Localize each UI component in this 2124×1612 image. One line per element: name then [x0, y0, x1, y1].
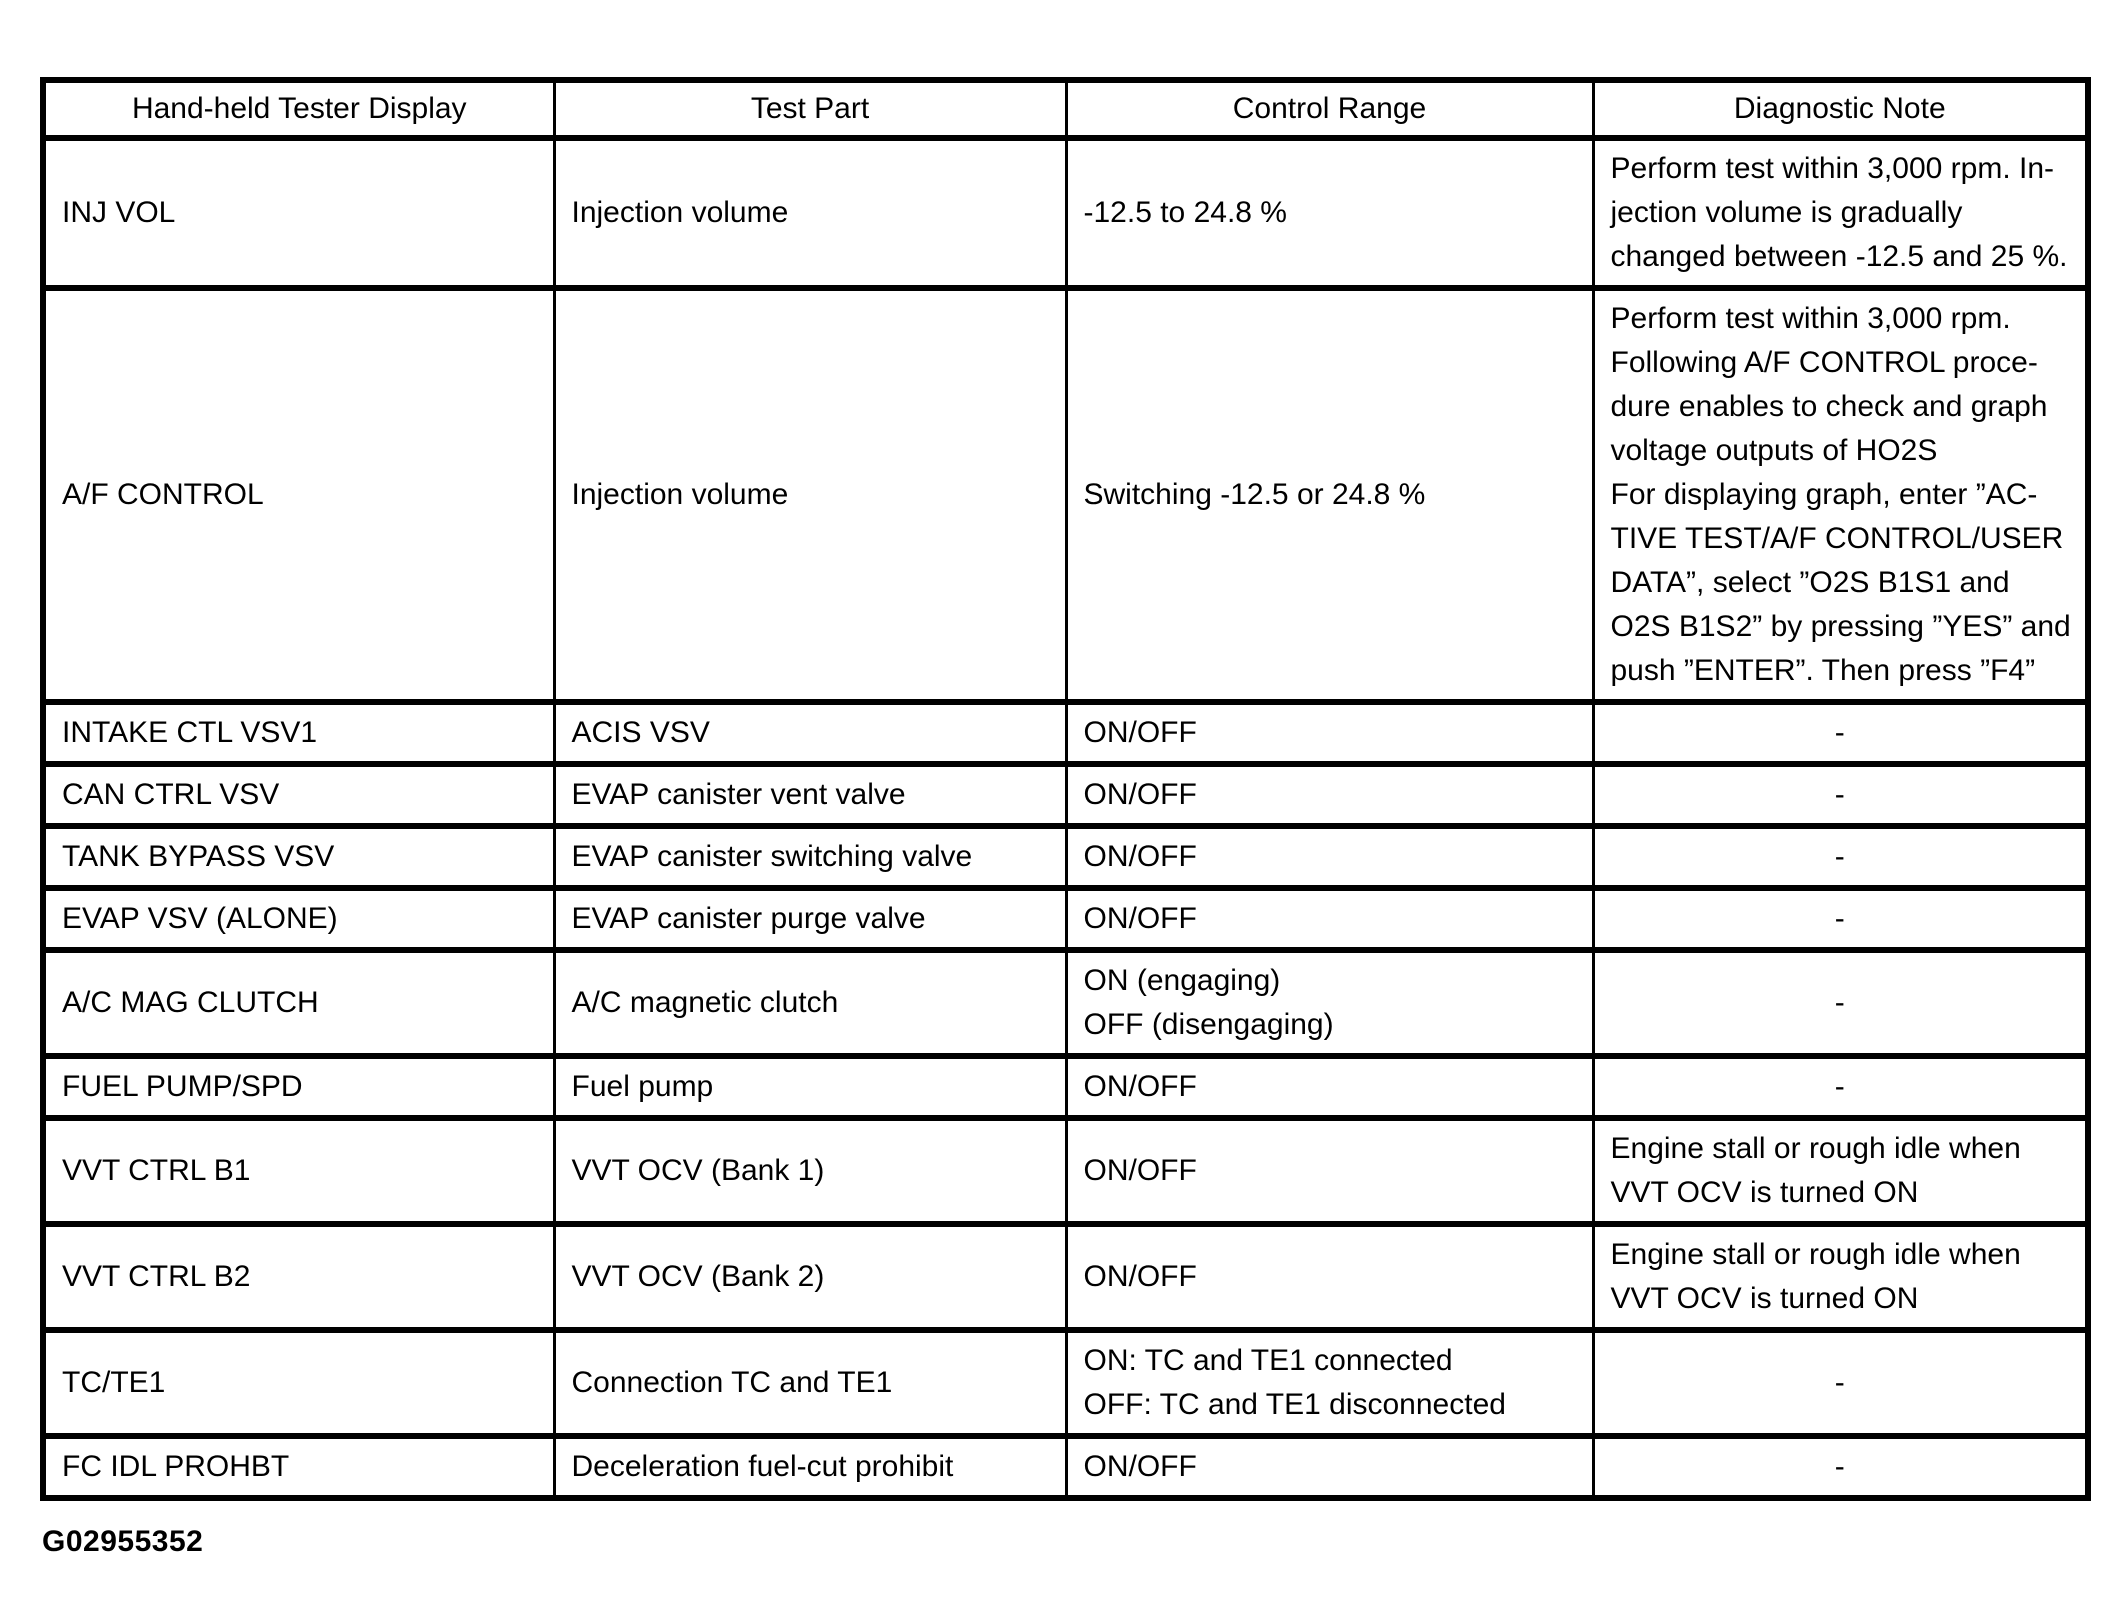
table-cell: Engine stall or rough idle when VVT OCV …: [1591, 1115, 2090, 1227]
table-cell: ON/OFF: [1064, 699, 1595, 767]
table-row: A/C MAG CLUTCH A/C magnetic clutch ON (eng…: [41, 947, 2090, 1059]
table-cell: ON/OFF: [1064, 885, 1595, 953]
table-row: VVT CTRL B1 VVT OCV (Bank 1) ON/OFF Engine …: [41, 1115, 2090, 1227]
table-cell: Engine stall or rough idle when VVT OCV …: [1591, 1221, 2090, 1333]
table-cell: Fuel pump: [552, 1053, 1068, 1121]
table-row: FUEL PUMP/SPD Fuel pump ON/OFF -: [41, 1053, 2090, 1121]
table-cell: ON/OFF: [1064, 1053, 1595, 1121]
table-row: CAN CTRL VSV EVAP canister vent valve ON/O…: [41, 761, 2090, 829]
table-cell: Deceleration fuel-cut prohibit: [552, 1433, 1068, 1501]
table-row: INJ VOL Injection volume -12.5 to 24.8 % Pe…: [41, 135, 2090, 291]
table-cell: EVAP canister switching valve: [552, 823, 1068, 891]
table-row: A/F CONTROL Injection volume Switching -12…: [41, 285, 2090, 705]
table-body: INJ VOL Injection volume -12.5 to 24.8 % Pe…: [41, 135, 2090, 1501]
column-header-diagnostic-note: Diagnostic Note: [1591, 77, 2090, 141]
active-test-table: Hand-held Tester Display Test Part Contr…: [40, 77, 2091, 1501]
table-row: INTAKE CTL VSV1 ACIS VSV ON/OFF -: [41, 699, 2090, 767]
table-row: VVT CTRL B2 VVT OCV (Bank 2) ON/OFF Engine …: [41, 1221, 2090, 1333]
table-cell: Injection volume: [552, 285, 1068, 705]
table-cell: VVT OCV (Bank 1): [552, 1115, 1068, 1227]
table-cell: VVT OCV (Bank 2): [552, 1221, 1068, 1333]
table-cell: INJ VOL: [41, 135, 556, 291]
table-row: TC/TE1 Connection TC and TE1 ON: TC and TE…: [41, 1327, 2090, 1439]
table-cell: ACIS VSV: [552, 699, 1068, 767]
figure-code: G02955352: [42, 1525, 204, 1558]
table-cell: ON/OFF: [1064, 823, 1595, 891]
column-header-tester-display: Hand-held Tester Display: [41, 77, 556, 141]
table-cell: -12.5 to 24.8 %: [1064, 135, 1595, 291]
table-header-row: Hand-held Tester Display Test Part Contr…: [41, 77, 2090, 141]
table-cell: Switching -12.5 or 24.8 %: [1064, 285, 1595, 705]
table-cell: Injection volume: [552, 135, 1068, 291]
table-cell: -: [1591, 823, 2090, 891]
column-header-control-range: Control Range: [1064, 77, 1595, 141]
table-cell: ON/OFF: [1064, 761, 1595, 829]
table-cell: ON/OFF: [1064, 1433, 1595, 1501]
table-cell: TANK BYPASS VSV: [41, 823, 556, 891]
table-cell: TC/TE1: [41, 1327, 556, 1439]
table-cell: -: [1591, 1327, 2090, 1439]
table-cell: EVAP VSV (ALONE): [41, 885, 556, 953]
table-cell: Perform test within 3,000 rpm. In- jecti…: [1591, 135, 2090, 291]
table-cell: ON (engaging) OFF (disengaging): [1064, 947, 1595, 1059]
table-cell: -: [1591, 699, 2090, 767]
table-cell: FC IDL PROHBT: [41, 1433, 556, 1501]
column-header-test-part: Test Part: [552, 77, 1068, 141]
table-cell: ON: TC and TE1 connected OFF: TC and TE1…: [1064, 1327, 1595, 1439]
table-cell: CAN CTRL VSV: [41, 761, 556, 829]
table-cell: INTAKE CTL VSV1: [41, 699, 556, 767]
table-row: EVAP VSV (ALONE) EVAP canister purge valv…: [41, 885, 2090, 953]
table-cell: -: [1591, 1053, 2090, 1121]
table-cell: Perform test within 3,000 rpm. Following…: [1591, 285, 2090, 705]
table-cell: ON/OFF: [1064, 1221, 1595, 1333]
table-cell: A/C magnetic clutch: [552, 947, 1068, 1059]
table-cell: VVT CTRL B1: [41, 1115, 556, 1227]
table-cell: ON/OFF: [1064, 1115, 1595, 1227]
table-cell: VVT CTRL B2: [41, 1221, 556, 1333]
table-cell: -: [1591, 885, 2090, 953]
table-cell: EVAP canister purge valve: [552, 885, 1068, 953]
table-cell: A/C MAG CLUTCH: [41, 947, 556, 1059]
table-cell: A/F CONTROL: [41, 285, 556, 705]
table-cell: EVAP canister vent valve: [552, 761, 1068, 829]
table-cell: -: [1591, 761, 2090, 829]
table-cell: -: [1591, 947, 2090, 1059]
table-cell: FUEL PUMP/SPD: [41, 1053, 556, 1121]
table-cell: -: [1591, 1433, 2090, 1501]
table-cell: Connection TC and TE1: [552, 1327, 1068, 1439]
table-row: FC IDL PROHBT Deceleration fuel-cut prohi…: [41, 1433, 2090, 1501]
table-row: TANK BYPASS VSV EVAP canister switching v…: [41, 823, 2090, 891]
